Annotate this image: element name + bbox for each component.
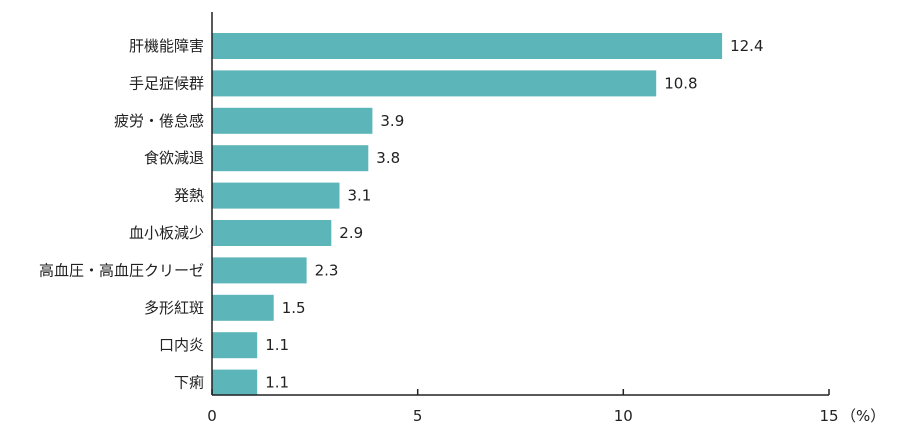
x-tick-label: 0 — [207, 407, 217, 425]
axes — [211, 12, 829, 396]
data-label: 1.1 — [265, 336, 289, 354]
category-label: 下痢 — [174, 374, 204, 392]
data-label: 2.3 — [315, 261, 339, 279]
data-label: 10.8 — [664, 74, 697, 92]
bar — [212, 294, 274, 321]
bar — [212, 332, 258, 359]
bar — [212, 220, 332, 246]
x-ticks: 0 5 10 15 — [207, 389, 839, 425]
data-label: 12.4 — [730, 37, 763, 55]
x-tick-label: 10 — [614, 407, 633, 425]
bars-group — [212, 33, 723, 396]
category-label: 多形紅斑 — [144, 299, 204, 317]
x-tick-label: 5 — [413, 407, 423, 425]
bar — [212, 145, 369, 172]
bar — [212, 369, 258, 396]
data-label: 3.1 — [348, 187, 372, 205]
bar — [212, 33, 723, 59]
x-tick-label: 15 — [819, 407, 838, 425]
category-labels: 肝機能障害手足症候群疲労・倦怠感食欲減退発熱血小板減少高血圧・高血圧クリーゼ多形… — [39, 37, 204, 392]
bar — [212, 107, 373, 134]
category-label: 手足症候群 — [129, 74, 204, 92]
category-label: 高血圧・高血圧クリーゼ — [39, 261, 204, 279]
x-axis-unit-label: （%） — [841, 407, 885, 425]
category-label: 口内炎 — [159, 336, 204, 354]
data-label: 3.8 — [376, 149, 400, 167]
data-label: 2.9 — [339, 224, 363, 242]
category-label: 血小板減少 — [129, 224, 204, 242]
bar — [212, 182, 340, 209]
bar — [212, 257, 307, 284]
data-label: 3.9 — [380, 112, 404, 130]
bar — [212, 70, 657, 97]
data-label: 1.5 — [282, 299, 306, 317]
value-labels: 12.4 10.8 3.9 3.8 3.1 2.9 2.3 1.5 1.1 1.1 — [265, 37, 763, 392]
category-label: 肝機能障害 — [129, 37, 204, 55]
category-label: 発熱 — [174, 187, 204, 205]
data-label: 1.1 — [265, 374, 289, 392]
category-label: 食欲減退 — [144, 149, 204, 167]
category-label: 疲労・倦怠感 — [114, 112, 204, 130]
